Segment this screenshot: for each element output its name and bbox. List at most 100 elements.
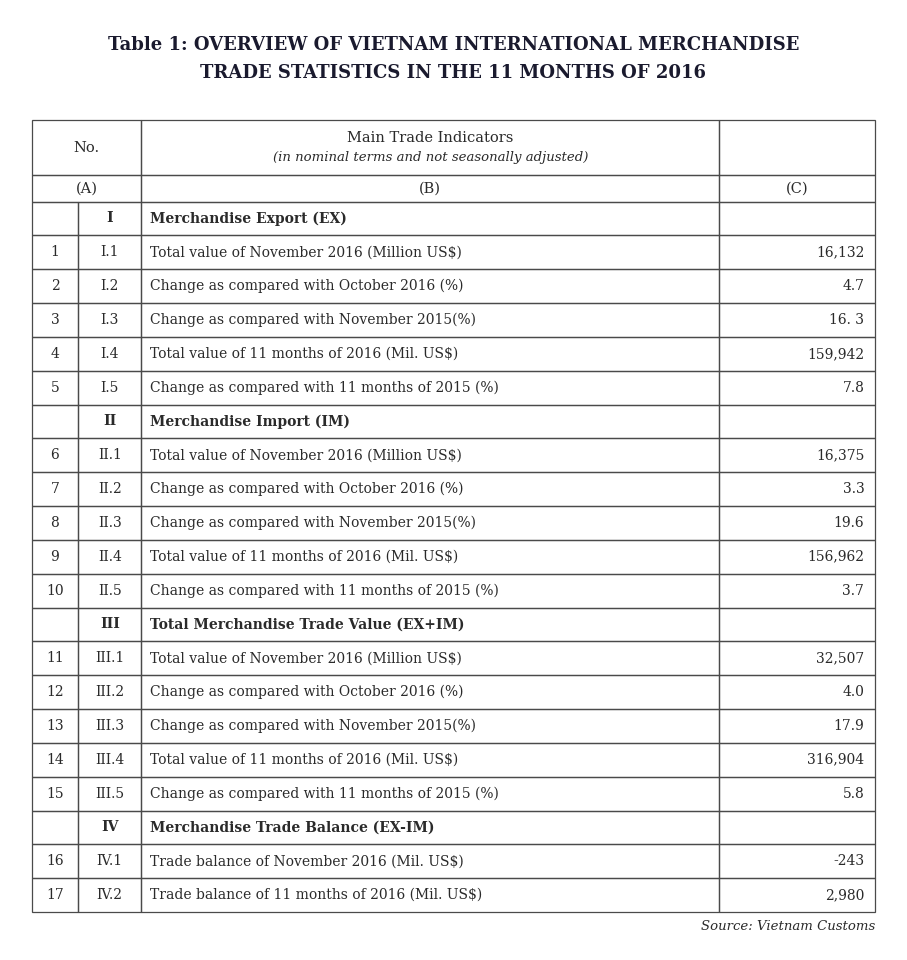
Text: Total value of November 2016 (Million US$): Total value of November 2016 (Million US… <box>151 246 463 259</box>
Bar <box>719 176 875 202</box>
Bar <box>78 439 141 472</box>
Bar <box>32 574 78 608</box>
Text: 16: 16 <box>46 854 63 868</box>
Bar <box>719 743 875 777</box>
Bar <box>78 269 141 303</box>
Text: Trade balance of 11 months of 2016 (Mil. US$): Trade balance of 11 months of 2016 (Mil.… <box>151 888 483 902</box>
Text: II: II <box>103 415 116 428</box>
Bar <box>32 269 78 303</box>
Bar <box>719 608 875 641</box>
Bar <box>719 371 875 404</box>
Bar <box>141 303 719 337</box>
Text: 7.8: 7.8 <box>843 380 864 395</box>
Bar <box>719 810 875 845</box>
Bar <box>32 810 78 845</box>
Bar <box>32 120 141 176</box>
Text: 13: 13 <box>46 719 63 732</box>
Text: 1: 1 <box>51 246 59 259</box>
Text: 11: 11 <box>46 651 63 665</box>
Text: Total value of 11 months of 2016 (Mil. US$): Total value of 11 months of 2016 (Mil. U… <box>151 753 459 767</box>
Text: 19.6: 19.6 <box>834 516 864 530</box>
Text: TRADE STATISTICS IN THE 11 MONTHS OF 2016: TRADE STATISTICS IN THE 11 MONTHS OF 201… <box>200 64 707 83</box>
Text: Change as compared with November 2015(%): Change as compared with November 2015(%) <box>151 313 476 327</box>
Text: 9: 9 <box>51 550 59 564</box>
Bar <box>32 743 78 777</box>
Bar <box>78 878 141 912</box>
Bar <box>32 202 78 235</box>
Text: Total value of 11 months of 2016 (Mil. US$): Total value of 11 months of 2016 (Mil. U… <box>151 550 459 564</box>
Bar <box>78 709 141 743</box>
Bar <box>141 472 719 506</box>
Bar <box>78 777 141 810</box>
Bar <box>32 608 78 641</box>
Text: I.3: I.3 <box>101 313 119 327</box>
Bar <box>141 120 719 176</box>
Bar <box>78 574 141 608</box>
Text: 3.3: 3.3 <box>843 482 864 496</box>
Bar <box>719 777 875 810</box>
Bar <box>32 439 78 472</box>
Text: III.2: III.2 <box>95 685 124 699</box>
Text: Change as compared with 11 months of 2015 (%): Change as compared with 11 months of 201… <box>151 380 500 395</box>
Bar <box>141 878 719 912</box>
Text: Change as compared with October 2016 (%): Change as compared with October 2016 (%) <box>151 684 464 699</box>
Bar <box>719 878 875 912</box>
Bar <box>141 845 719 878</box>
Bar <box>78 675 141 709</box>
Text: I: I <box>106 211 113 226</box>
Bar <box>141 810 719 845</box>
Text: (A): (A) <box>75 181 98 196</box>
Bar <box>719 439 875 472</box>
Text: 5.8: 5.8 <box>843 786 864 801</box>
Text: I.5: I.5 <box>101 380 119 395</box>
Text: 6: 6 <box>51 448 59 463</box>
Bar <box>78 540 141 574</box>
Text: Change as compared with October 2016 (%): Change as compared with October 2016 (%) <box>151 279 464 294</box>
Text: II.1: II.1 <box>98 448 122 463</box>
Text: 3.7: 3.7 <box>843 584 864 598</box>
Bar <box>141 540 719 574</box>
Bar <box>78 810 141 845</box>
Bar <box>32 404 78 439</box>
Text: 2: 2 <box>51 279 59 293</box>
Text: No.: No. <box>73 141 100 155</box>
Bar <box>141 269 719 303</box>
Text: II.5: II.5 <box>98 584 122 598</box>
Bar <box>32 371 78 404</box>
Bar <box>78 202 141 235</box>
Bar <box>78 371 141 404</box>
Text: Total value of November 2016 (Million US$): Total value of November 2016 (Million US… <box>151 448 463 463</box>
Text: 16,375: 16,375 <box>816 448 864 463</box>
Text: 4: 4 <box>51 347 59 361</box>
Text: II.4: II.4 <box>98 550 122 564</box>
Text: 4.0: 4.0 <box>843 685 864 699</box>
Text: III.3: III.3 <box>95 719 124 732</box>
Bar <box>719 337 875 371</box>
Text: Source: Vietnam Customs: Source: Vietnam Customs <box>701 920 875 933</box>
Text: III: III <box>100 617 120 632</box>
Text: 5: 5 <box>51 380 59 395</box>
Bar <box>78 337 141 371</box>
Bar <box>141 371 719 404</box>
Bar <box>32 641 78 675</box>
Bar <box>719 303 875 337</box>
Text: Total value of November 2016 (Million US$): Total value of November 2016 (Million US… <box>151 651 463 665</box>
Bar <box>141 777 719 810</box>
Bar <box>141 506 719 540</box>
Bar <box>141 176 719 202</box>
Bar <box>719 235 875 269</box>
Text: -243: -243 <box>834 854 864 868</box>
Text: Change as compared with 11 months of 2015 (%): Change as compared with 11 months of 201… <box>151 786 500 801</box>
Bar <box>78 235 141 269</box>
Bar <box>719 540 875 574</box>
Bar <box>78 743 141 777</box>
Bar <box>32 303 78 337</box>
Text: Change as compared with 11 months of 2015 (%): Change as compared with 11 months of 201… <box>151 584 500 598</box>
Text: Merchandise Trade Balance (EX-IM): Merchandise Trade Balance (EX-IM) <box>151 821 435 834</box>
Bar <box>78 472 141 506</box>
Bar <box>141 675 719 709</box>
Bar <box>141 641 719 675</box>
Bar <box>719 574 875 608</box>
Bar <box>32 472 78 506</box>
Bar <box>141 404 719 439</box>
